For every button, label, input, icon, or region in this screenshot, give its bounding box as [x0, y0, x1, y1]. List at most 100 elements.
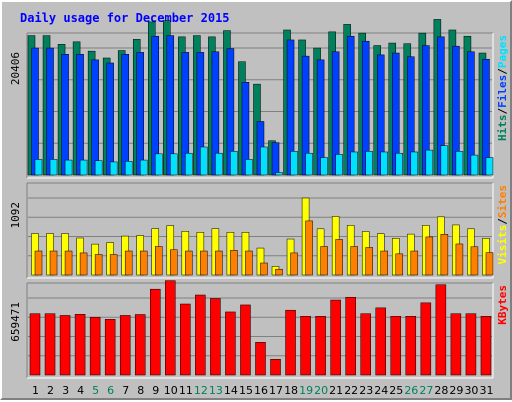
bar-kbytes-day-21 — [330, 299, 341, 376]
bar-sites-day-4 — [79, 252, 88, 276]
bar-sites-day-21 — [335, 239, 343, 276]
bar-kbytes-day-15 — [240, 304, 251, 376]
bar-sites-day-24 — [380, 250, 388, 276]
x-tick-label: 25 — [389, 384, 403, 397]
x-tick-label: 10 — [164, 384, 178, 397]
bar-pages-day-3 — [64, 159, 73, 176]
bar-kbytes-day-22 — [345, 296, 356, 376]
bar-pages-day-23 — [365, 151, 373, 176]
bar-kbytes-day-17 — [270, 358, 281, 376]
bar-kbytes-day-6 — [104, 319, 116, 376]
bar-sites-day-23 — [365, 247, 373, 276]
bar-pages-day-18 — [290, 151, 298, 176]
x-tick-label: 17 — [269, 384, 283, 397]
bar-kbytes-day-11 — [180, 303, 191, 376]
bar-sites-day-10 — [170, 249, 178, 276]
bar-kbytes-day-12 — [195, 294, 206, 376]
bar-pages-day-21 — [335, 154, 343, 176]
x-tick-label: 29 — [449, 384, 463, 397]
bar-kbytes-day-7 — [119, 315, 131, 376]
bar-sites-day-17 — [275, 268, 283, 276]
bar-sites-day-6 — [109, 254, 118, 276]
bar-kbytes-day-13 — [210, 298, 221, 376]
x-tick-label: 4 — [77, 384, 84, 397]
x-tick-label: 24 — [374, 384, 388, 397]
bar-sites-day-8 — [139, 250, 148, 276]
bar-kbytes-day-29 — [450, 313, 462, 376]
bar-pages-day-31 — [485, 157, 494, 176]
x-tick-label: 26 — [404, 384, 418, 397]
bar-pages-day-2 — [49, 159, 58, 176]
legend-separator: / — [496, 68, 509, 75]
x-tick-label: 23 — [359, 384, 373, 397]
bar-kbytes-day-27 — [420, 302, 432, 376]
bar-pages-day-19 — [305, 152, 313, 176]
bar-sites-day-28 — [440, 234, 449, 276]
bar-pages-day-11 — [185, 152, 193, 176]
bar-pages-day-14 — [230, 151, 238, 176]
x-tick-label: 5 — [92, 384, 99, 397]
x-tick-label: 7 — [122, 384, 129, 397]
bar-sites-day-16 — [260, 262, 268, 276]
bar-pages-day-15 — [245, 159, 253, 176]
bar-sites-day-14 — [230, 250, 238, 276]
x-tick-label: 20 — [314, 384, 328, 397]
bar-files-day-7 — [121, 54, 129, 176]
bar-pages-day-5 — [94, 160, 103, 176]
bar-pages-day-13 — [215, 152, 223, 176]
bar-sites-day-15 — [245, 250, 253, 276]
bar-pages-day-26 — [410, 151, 419, 176]
bar-pages-day-25 — [395, 152, 404, 176]
x-tick-label: 16 — [254, 384, 268, 397]
bar-kbytes-day-5 — [89, 316, 101, 376]
series-legend: Visits/Sites — [496, 185, 509, 265]
bar-kbytes-day-24 — [375, 307, 386, 376]
bar-sites-day-26 — [410, 250, 419, 276]
x-tick-label: 8 — [137, 384, 144, 397]
bar-pages-day-1 — [34, 159, 43, 176]
x-tick-label: 18 — [284, 384, 298, 397]
bar-sites-day-12 — [200, 250, 208, 276]
bar-pages-day-29 — [455, 151, 464, 176]
x-tick-label: 12 — [194, 384, 208, 397]
legend-visits: Visits — [496, 225, 509, 265]
bar-sites-day-2 — [49, 250, 58, 276]
bar-kbytes-day-28 — [435, 284, 447, 376]
bar-pages-day-4 — [79, 159, 88, 176]
bar-pages-day-22 — [350, 151, 358, 176]
bar-pages-day-10 — [170, 153, 178, 176]
x-tick-label: 30 — [464, 384, 478, 397]
bar-kbytes-day-25 — [390, 316, 402, 376]
bar-sites-day-22 — [350, 246, 358, 276]
bar-sites-day-27 — [425, 236, 434, 276]
bar-pages-day-6 — [109, 161, 118, 176]
bar-sites-day-9 — [155, 246, 163, 276]
x-tick-label: 6 — [107, 384, 114, 397]
bar-files-day-17 — [271, 142, 280, 176]
bar-sites-day-20 — [320, 246, 328, 276]
legend-files: Files — [496, 75, 509, 108]
bar-pages-day-27 — [425, 149, 434, 176]
bar-sites-day-29 — [455, 243, 464, 276]
x-tick-label: 27 — [419, 384, 433, 397]
bar-kbytes-day-3 — [59, 315, 71, 376]
x-tick-label: 21 — [329, 384, 343, 397]
bar-sites-day-25 — [395, 253, 404, 276]
bar-pages-day-28 — [440, 145, 449, 176]
bar-files-day-4 — [76, 54, 84, 176]
x-tick-label: 11 — [179, 384, 193, 397]
bar-files-day-1 — [31, 47, 39, 176]
legend-kbytes: KBytes — [496, 285, 509, 325]
x-tick-label: 19 — [299, 384, 313, 397]
bar-kbytes-day-18 — [285, 309, 296, 376]
bar-sites-day-31 — [485, 252, 494, 276]
bar-files-day-2 — [46, 47, 54, 176]
bar-kbytes-day-30 — [465, 313, 477, 376]
bar-kbytes-day-20 — [315, 316, 326, 376]
x-tick-label: 22 — [344, 384, 358, 397]
legend-sites: Sites — [496, 185, 509, 218]
bar-kbytes-day-4 — [74, 314, 86, 376]
bar-sites-day-1 — [34, 250, 43, 276]
